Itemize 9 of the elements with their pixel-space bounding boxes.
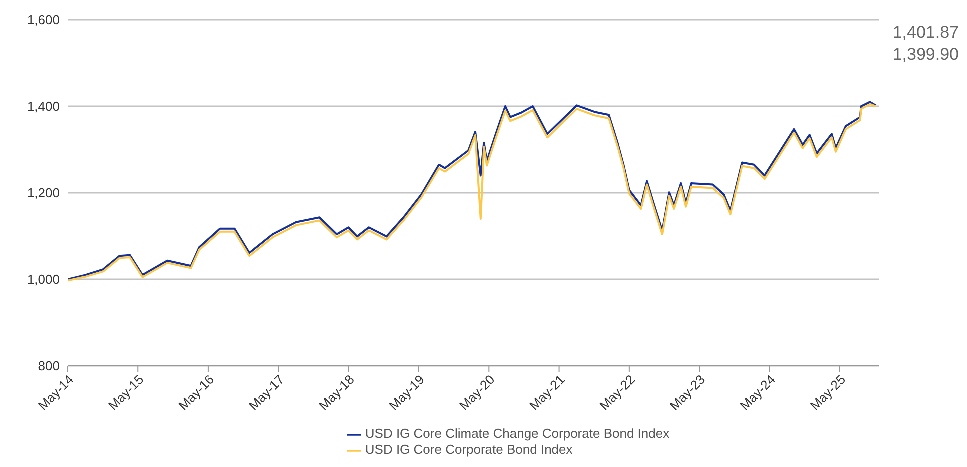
y-tick-label: 1,000 [27, 272, 60, 288]
legend-label: USD IG Core Corporate Bond Index [365, 442, 573, 457]
text: 1,401.87 [892, 22, 959, 44]
y-tick-label: 800 [38, 358, 60, 374]
y-tick-label: 1,400 [27, 99, 60, 114]
legend-label: USD IG Core Climate Change Corporate Bond Index [365, 426, 670, 441]
y-tick-label: 1,200 [27, 186, 60, 201]
text: 1,399.90 [892, 44, 959, 66]
y-tick-label: 1,600 [27, 12, 60, 28]
